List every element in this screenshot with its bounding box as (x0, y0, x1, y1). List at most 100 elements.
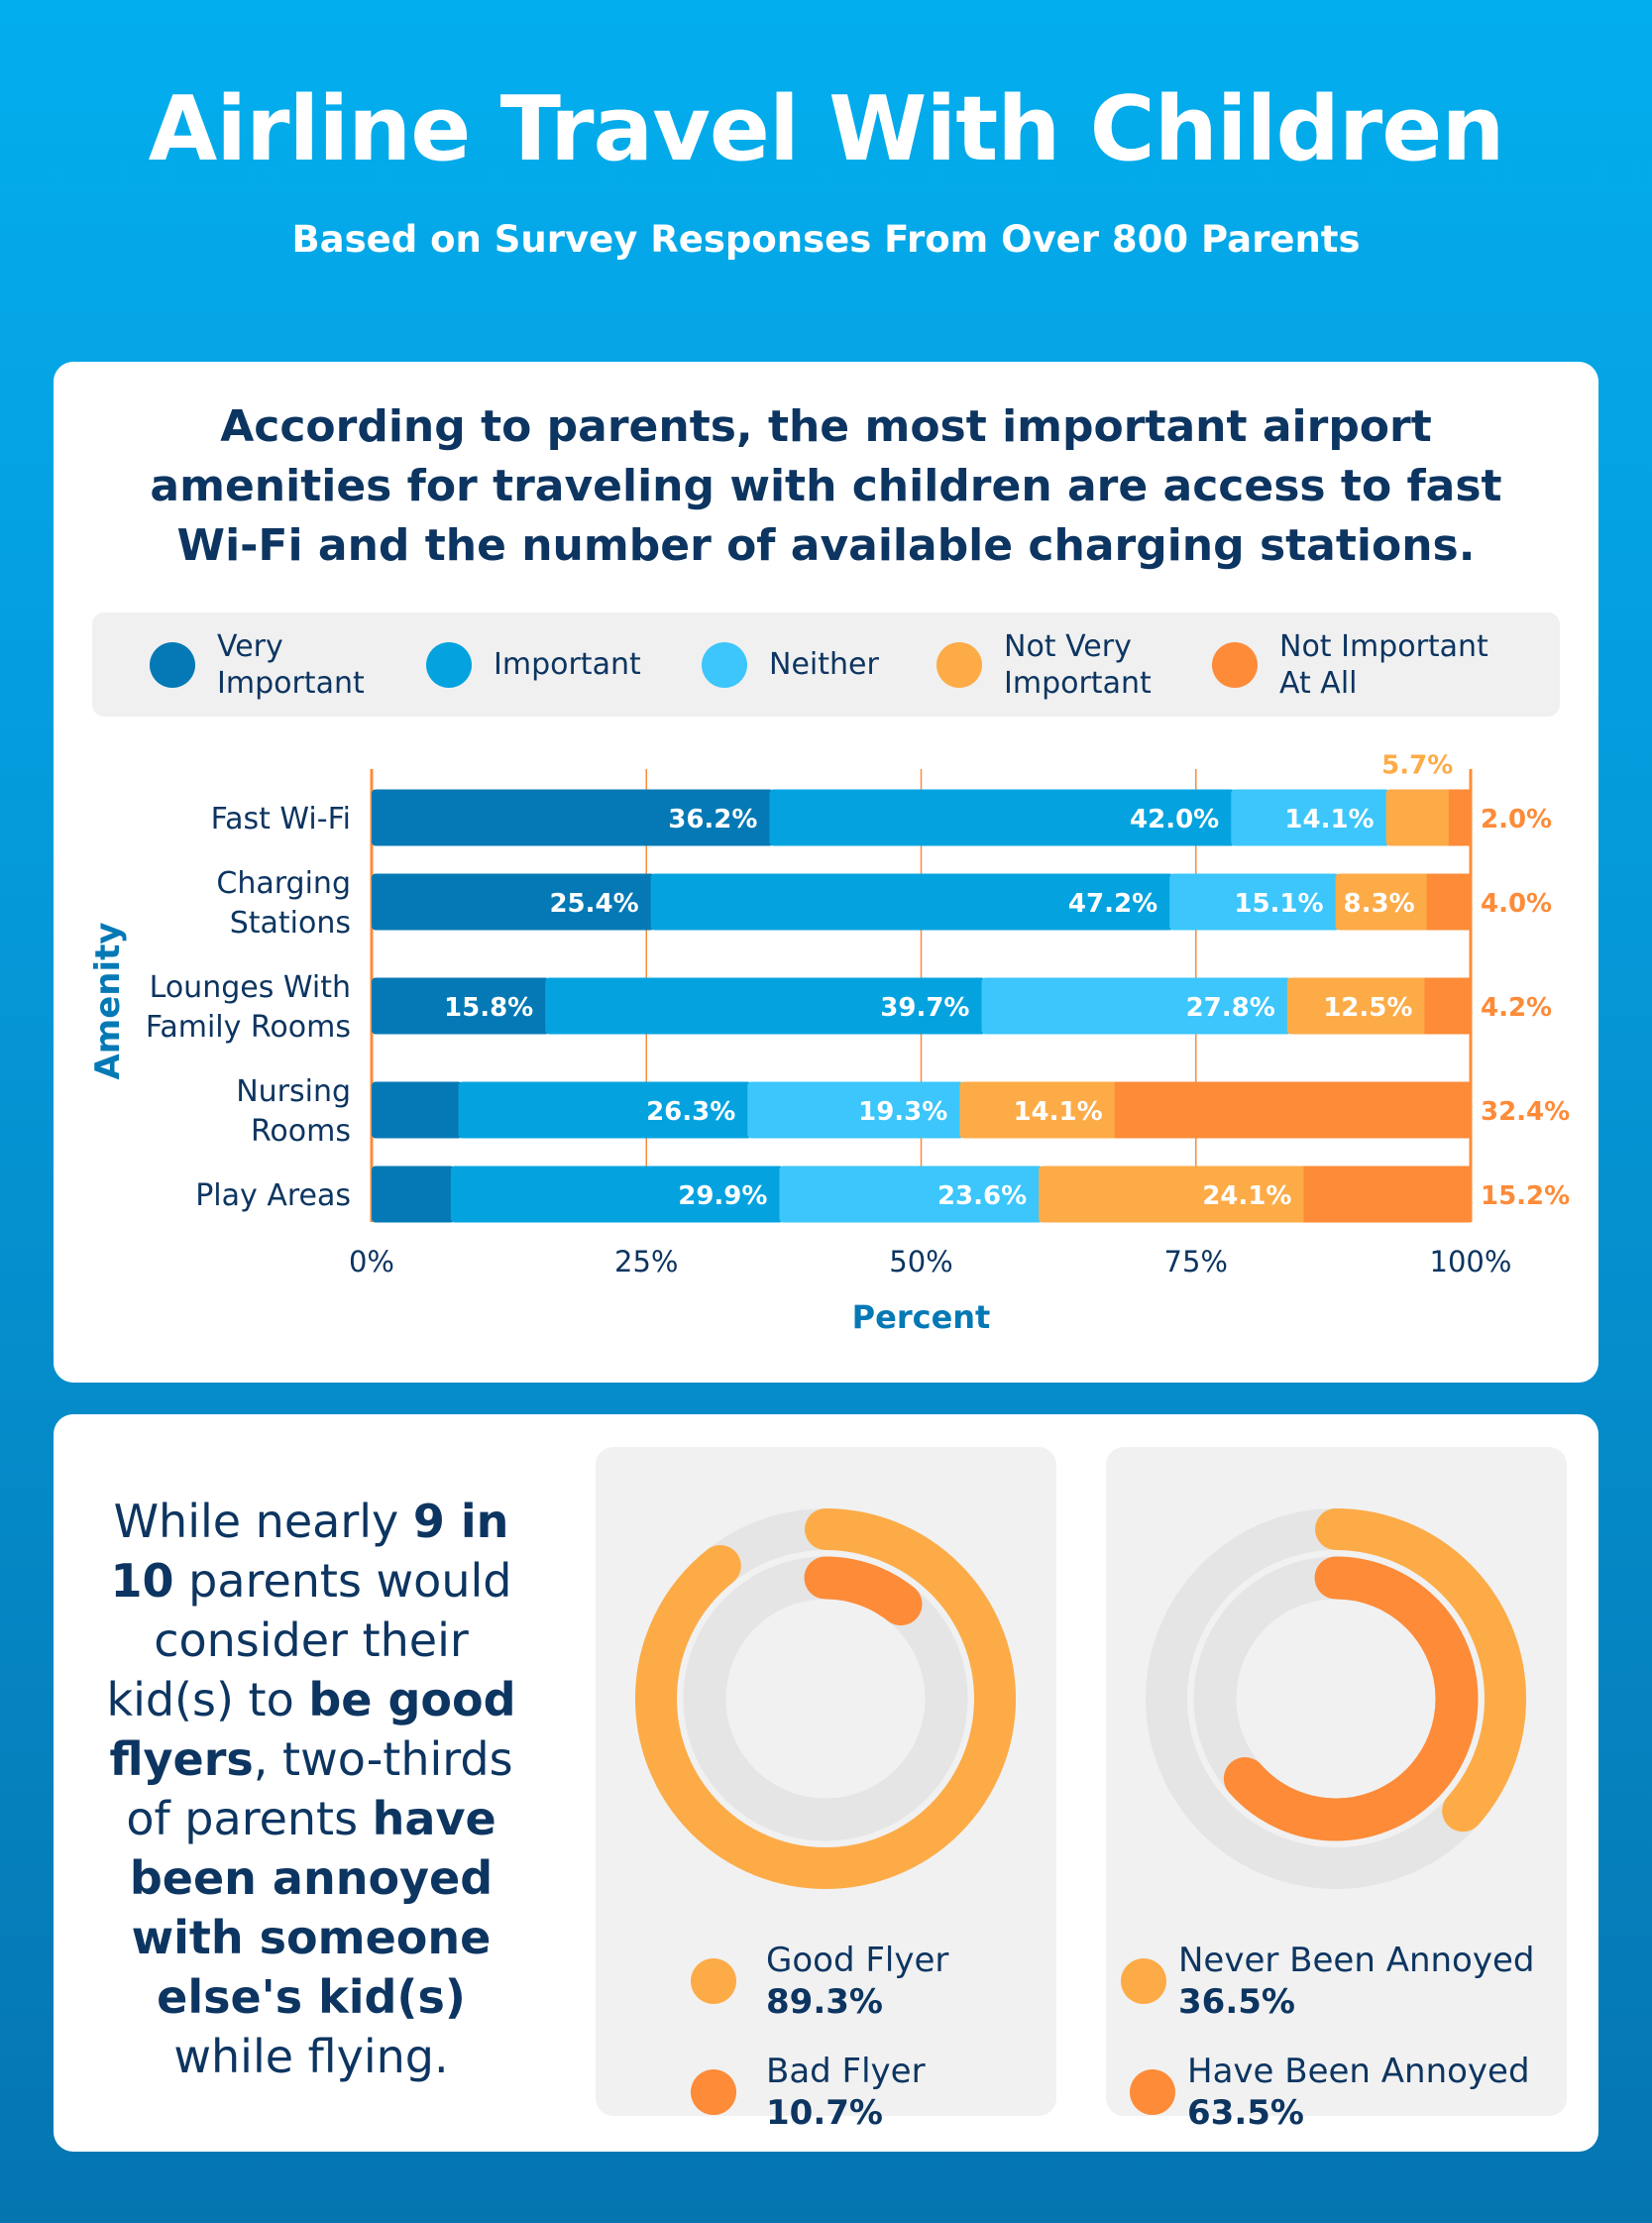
paragraph-run: consider their (154, 1613, 469, 1667)
category-label: Stations (230, 906, 351, 941)
x-tick-label: 25% (614, 1245, 678, 1278)
chart-legend: Very Important Important Neither Not Ver… (92, 612, 1560, 717)
legend-swatch (691, 1958, 736, 2004)
paragraph-run: parents would (173, 1554, 512, 1608)
data-label: 26.3% (646, 1097, 735, 1127)
legend-label: Neither (769, 647, 879, 682)
paragraph-run: have (372, 1792, 496, 1845)
legend-swatch (426, 641, 472, 688)
bar-segment (372, 977, 550, 1035)
paragraph-line: with someone (93, 1908, 529, 1967)
paragraph-line: been annoyed (93, 1848, 529, 1908)
data-label: 25.4% (549, 889, 638, 919)
paragraph-run: , two-thirds (253, 1732, 513, 1786)
legend-swatch (936, 641, 982, 688)
category-label: Play Areas (195, 1178, 351, 1213)
data-label: 12.5% (1323, 993, 1412, 1023)
category-label: Rooms (251, 1114, 351, 1149)
paragraph-run: While nearly (113, 1495, 413, 1548)
x-tick-label: 100% (1430, 1245, 1512, 1278)
legend-value: 63.5% (1187, 2093, 1304, 2133)
bar-segment (1385, 789, 1453, 846)
headline-line: Wi-Fi and the number of available chargi… (176, 520, 1476, 571)
legend-value: 89.3% (766, 1982, 883, 2022)
good-flyer-donut (635, 1508, 1016, 1889)
paragraph-run: while flying. (173, 2030, 449, 2083)
category-label: Lounges With (150, 970, 351, 1005)
legend-label: Bad Flyer (766, 2052, 926, 2091)
legend-label: Good Flyer (766, 1941, 949, 1980)
legend-value: 10.7% (766, 2093, 883, 2133)
bar-segment (747, 1081, 964, 1139)
headline-line: amenities for traveling with children ar… (150, 461, 1502, 511)
paragraph-line: consider their (93, 1611, 529, 1670)
data-label: 47.2% (1068, 889, 1157, 919)
legend-label: Not Important At All (1279, 628, 1488, 701)
data-label: 19.3% (858, 1097, 947, 1127)
bar-segment (372, 873, 655, 931)
bar-segment (545, 977, 986, 1035)
x-tick-label: 50% (889, 1245, 952, 1278)
data-label: 8.3% (1344, 889, 1415, 919)
paragraph-run: else's kid(s) (157, 1970, 466, 2024)
bar-segment (458, 1081, 752, 1139)
paragraph-line: While nearly 9 in (93, 1492, 529, 1551)
flyers-paragraph: While nearly 9 in 10 parents would conside… (93, 1492, 529, 2086)
legend-swatch (691, 2069, 736, 2115)
paragraph-line: of parents have (93, 1789, 529, 1848)
data-label: 5.7% (1381, 751, 1453, 781)
paragraph-run: be good (308, 1673, 516, 1726)
bar-segment (1039, 1166, 1308, 1223)
bar-segment (1335, 873, 1431, 931)
data-label: 23.6% (937, 1181, 1027, 1211)
bar-segment (372, 789, 774, 846)
category-label: Charging (216, 866, 351, 901)
legend-label: Not Very Important (1004, 628, 1152, 701)
bar-segment (1424, 977, 1471, 1035)
x-tick-label: 0% (349, 1245, 394, 1278)
ring-separator (677, 1550, 974, 1847)
paragraph-line: flyers, two-thirds (93, 1729, 529, 1789)
page-subtitle: Based on Survey Responses From Over 800 … (291, 218, 1361, 261)
amenities-card: According to parents, the most important… (54, 362, 1598, 1383)
legend-label: Never Been Annoyed (1178, 1941, 1535, 1980)
paragraph-run: kid(s) to (106, 1673, 309, 1726)
data-label: 14.1% (1013, 1097, 1102, 1127)
bar-segment (372, 1166, 455, 1223)
legend-have-been-annoyed: Have Been Annoyed 63.5% (1130, 2051, 1530, 2134)
data-label: 24.1% (1202, 1181, 1291, 1211)
category-label: Nursing (236, 1074, 351, 1109)
data-label: 29.9% (678, 1181, 767, 1211)
headline-line: According to parents, the most important… (220, 401, 1432, 452)
bar-segment (1426, 873, 1471, 931)
bar-segment (959, 1081, 1119, 1139)
paragraph-run: 10 (110, 1554, 174, 1608)
outer-arc (635, 1508, 1016, 1889)
legend-good-flyer: Good Flyer 89.3% (691, 1940, 948, 2023)
data-label: 15.8% (444, 993, 533, 1023)
bar-segment (650, 873, 1174, 931)
amenities-headline: According to parents, the most important… (54, 397, 1598, 576)
flyers-card: While nearly 9 in 10 parents would conside… (54, 1414, 1598, 2152)
good-flyer-panel: Good Flyer 89.3% Bad Flyer 10.7% (596, 1447, 1056, 2133)
legend-swatch (702, 641, 747, 688)
data-label: 39.7% (880, 993, 969, 1023)
category-label: Fast Wi-Fi (211, 802, 351, 836)
data-label: 32.4% (1481, 1097, 1570, 1127)
legend-item-important: Important (426, 612, 641, 717)
x-tick-label: 75% (1164, 1245, 1228, 1278)
annoyed-donut (1146, 1508, 1526, 1889)
legend-item-not-very-important: Not Very Important (936, 612, 1152, 717)
data-label: 14.1% (1284, 805, 1374, 834)
legend-bad-flyer: Bad Flyer 10.7% (691, 2051, 926, 2134)
bar-segment (981, 977, 1291, 1035)
inner-arc (683, 1556, 968, 1841)
legend-label: Have Been Annoyed (1187, 2052, 1530, 2091)
page-title: Airline Travel With Children (148, 77, 1505, 181)
bar-segment (450, 1166, 784, 1223)
y-axis-label: Amenity (88, 922, 128, 1079)
legend-swatch (150, 641, 195, 688)
paragraph-run: of parents (126, 1792, 373, 1845)
paragraph-line: kid(s) to be good (93, 1670, 529, 1729)
bar-segment (1114, 1081, 1471, 1139)
